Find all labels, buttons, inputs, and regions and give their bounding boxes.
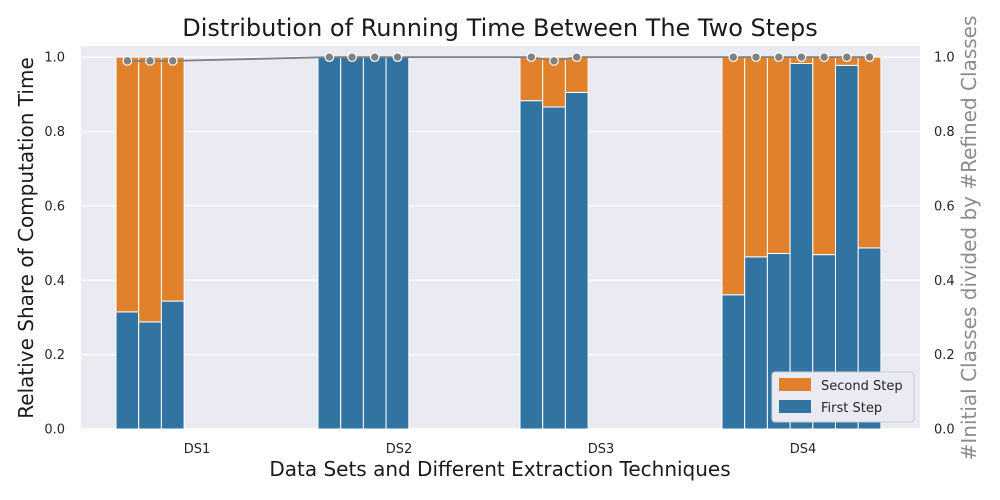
bar-first-step	[721, 294, 746, 430]
bar-first-step	[564, 91, 589, 430]
chart-title: Distribution of Running Time Between The…	[182, 14, 817, 42]
bar-first-step	[115, 311, 140, 430]
ratio-point	[167, 55, 178, 66]
ratio-point	[819, 52, 830, 63]
y-right-tick-label: 0.0	[934, 423, 955, 438]
bar-first-step	[138, 321, 162, 430]
x-axis-ticks: DS1 DS2 DS3 DS4	[184, 442, 817, 457]
y-tick-label: 1.0	[44, 51, 65, 66]
ratio-line	[122, 52, 875, 66]
legend-label-second-step: Second Step	[821, 379, 903, 394]
bar-second-step	[519, 56, 544, 102]
bar-second-step	[744, 56, 768, 258]
ratio-point	[549, 55, 559, 66]
bar-second-step	[766, 56, 791, 254]
ratio-point	[796, 52, 807, 63]
bar-second-step	[721, 56, 746, 296]
y-axis-label: Relative Share of Computation Time	[14, 57, 38, 418]
x-tick-label: DS3	[588, 442, 615, 457]
y-right-tick-label: 0.6	[934, 199, 955, 214]
y-tick-label: 0.2	[44, 348, 65, 363]
bar-second-step	[138, 56, 162, 323]
y-right-tick-label: 0.8	[934, 125, 955, 140]
bar-first-step	[744, 256, 768, 430]
bar-first-step	[519, 100, 544, 430]
ratio-point	[751, 52, 761, 63]
legend-swatch-first-step	[779, 400, 811, 413]
bar-first-step	[542, 106, 566, 430]
legend-swatch-second-step	[779, 378, 811, 391]
bar-first-step	[362, 56, 387, 430]
y-tick-label: 0.6	[44, 199, 65, 214]
ratio-point	[324, 52, 335, 63]
y-right-tick-label: 0.4	[934, 274, 955, 289]
y-axis-left-ticks: 0.0 0.2 0.4 0.6 0.8 1.0	[44, 51, 65, 438]
y-tick-label: 0.8	[44, 125, 65, 140]
bar-second-step	[115, 56, 140, 313]
ratio-point	[841, 52, 852, 63]
bar-first-step	[317, 56, 342, 430]
bar-second-step	[812, 56, 836, 256]
bars	[115, 56, 882, 430]
x-tick-label: DS4	[790, 442, 817, 457]
bar-second-step	[160, 56, 185, 302]
y-axis-right-label: #Initial Classes divided by #Refined Cla…	[957, 16, 981, 461]
ratio-point	[571, 52, 582, 63]
x-tick-label: DS2	[386, 442, 413, 457]
bar-second-step	[857, 56, 882, 249]
y-tick-label: 0.0	[44, 423, 65, 438]
bar-first-step	[340, 56, 364, 430]
bar-first-step	[160, 300, 185, 430]
ratio-point	[864, 52, 875, 63]
ratio-point	[122, 55, 133, 66]
y-axis-right-ticks: 0.0 0.2 0.4 0.6 0.8 1.0	[934, 51, 955, 438]
ratio-point	[526, 52, 537, 63]
ratio-point	[728, 52, 739, 63]
ratio-point	[773, 52, 784, 63]
x-axis-label: Data Sets and Different Extraction Techn…	[269, 457, 730, 481]
legend: Second Step First Step	[771, 371, 915, 423]
ratio-point	[392, 52, 403, 63]
y-right-tick-label: 1.0	[934, 51, 955, 66]
ratio-point	[369, 52, 380, 63]
bar-second-step	[564, 56, 589, 93]
ratio-point	[347, 52, 357, 63]
ratio-point	[145, 55, 155, 66]
legend-label-first-step: First Step	[821, 401, 882, 416]
bar-first-step	[385, 56, 410, 430]
y-tick-label: 0.4	[44, 274, 65, 289]
y-right-tick-label: 0.2	[934, 348, 955, 363]
x-tick-label: DS1	[184, 442, 211, 457]
